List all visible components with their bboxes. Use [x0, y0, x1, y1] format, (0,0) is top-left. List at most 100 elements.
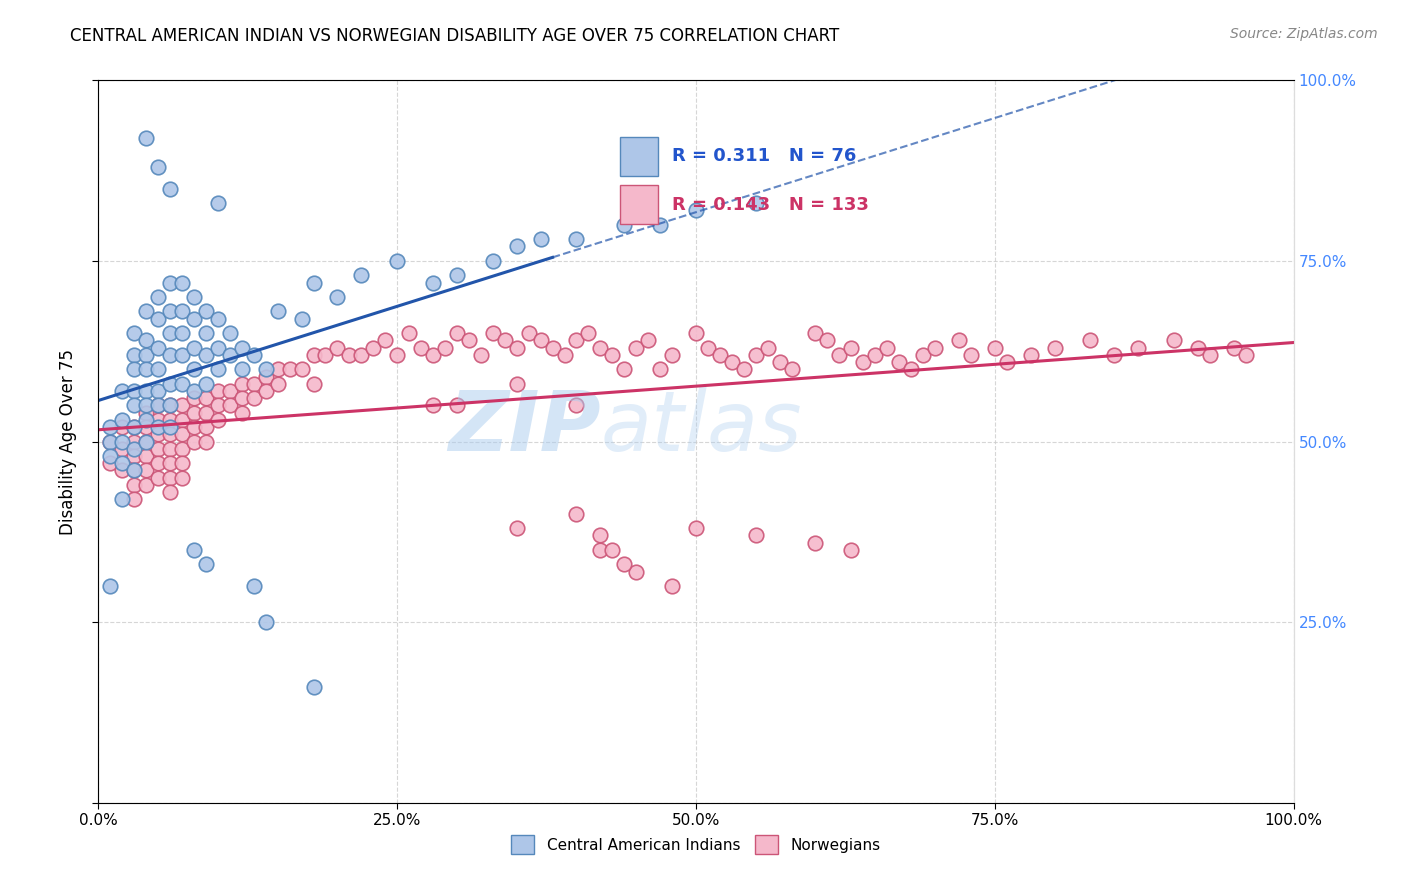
Point [876, 341, 898, 355]
Y-axis label: Disability Age Over 75: Disability Age Over 75 [59, 349, 77, 534]
Legend: Central American Indians, Norwegians: Central American Indians, Norwegians [505, 830, 887, 860]
Point [219, 398, 242, 412]
Point [207, 413, 229, 427]
Point [195, 558, 218, 572]
Point [1234, 348, 1257, 362]
Point [135, 334, 157, 348]
Point [613, 558, 636, 572]
Point [98, 449, 122, 463]
Point [745, 528, 768, 542]
Point [1223, 341, 1246, 355]
Point [124, 398, 146, 412]
Point [172, 470, 194, 484]
Point [111, 413, 134, 427]
Point [124, 420, 146, 434]
Point [685, 326, 707, 340]
Point [98, 456, 122, 470]
Point [148, 398, 170, 412]
Point [183, 290, 205, 304]
Point [733, 362, 755, 376]
Point [243, 348, 266, 362]
Point [506, 239, 529, 253]
Point [530, 232, 553, 246]
Point [589, 542, 612, 557]
Point [172, 456, 194, 470]
Point [124, 420, 146, 434]
Point [267, 376, 290, 391]
Point [183, 406, 205, 420]
Point [626, 341, 648, 355]
Point [124, 326, 146, 340]
Point [159, 376, 181, 391]
Point [172, 376, 194, 391]
FancyBboxPatch shape [620, 186, 658, 224]
Point [172, 413, 194, 427]
Point [219, 326, 242, 340]
Point [1080, 334, 1102, 348]
Point [254, 615, 277, 630]
Point [231, 362, 253, 376]
Point [148, 456, 170, 470]
Point [506, 521, 529, 535]
Point [207, 362, 229, 376]
Point [339, 348, 361, 362]
Point [111, 456, 134, 470]
Point [254, 369, 277, 384]
Point [159, 427, 181, 442]
Point [350, 268, 373, 283]
Point [385, 348, 409, 362]
Point [148, 384, 170, 398]
Point [422, 398, 444, 412]
Point [363, 341, 385, 355]
Text: atlas: atlas [600, 386, 801, 467]
Point [148, 341, 170, 355]
Point [494, 334, 516, 348]
Point [195, 376, 218, 391]
Point [195, 391, 218, 405]
Point [183, 311, 205, 326]
Point [745, 196, 768, 211]
Point [195, 420, 218, 434]
Point [219, 384, 242, 398]
Point [124, 449, 146, 463]
Point [148, 470, 170, 484]
Point [661, 579, 683, 593]
Point [111, 434, 134, 449]
FancyBboxPatch shape [620, 137, 658, 176]
Point [148, 442, 170, 456]
Point [243, 376, 266, 391]
Point [243, 391, 266, 405]
Point [302, 348, 325, 362]
Point [911, 348, 934, 362]
Point [219, 348, 242, 362]
Point [111, 442, 134, 456]
Point [195, 348, 218, 362]
Point [541, 341, 564, 355]
Point [135, 304, 157, 318]
Point [685, 521, 707, 535]
Point [135, 406, 157, 420]
Point [172, 326, 194, 340]
Point [254, 362, 277, 376]
Point [626, 565, 648, 579]
Point [135, 384, 157, 398]
Point [111, 492, 134, 507]
Point [183, 362, 205, 376]
Point [411, 341, 433, 355]
Point [183, 341, 205, 355]
Point [470, 348, 492, 362]
Point [984, 341, 1007, 355]
Point [159, 485, 181, 500]
Point [554, 348, 576, 362]
Point [183, 542, 205, 557]
Point [207, 398, 229, 412]
Point [124, 492, 146, 507]
Point [159, 470, 181, 484]
Point [291, 311, 314, 326]
Point [172, 276, 194, 290]
Point [852, 355, 875, 369]
Point [231, 341, 253, 355]
Point [446, 398, 468, 412]
Point [159, 348, 181, 362]
Point [231, 406, 253, 420]
